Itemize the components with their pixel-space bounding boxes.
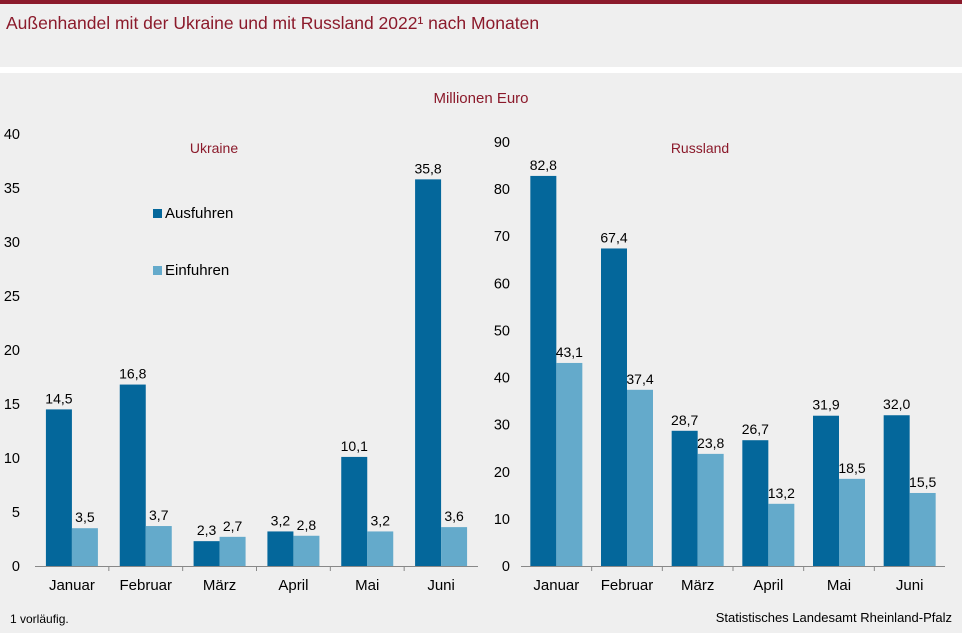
ukraine-category-label: Februar bbox=[119, 577, 172, 594]
russland-ytick-label: 20 bbox=[494, 465, 510, 481]
russland-data-label: 67,4 bbox=[600, 229, 627, 245]
russland-data-label: 26,7 bbox=[742, 421, 769, 437]
russland-category-label: Januar bbox=[533, 577, 579, 594]
russland-ytick-label: 10 bbox=[494, 512, 510, 528]
ukraine-category-label: Juni bbox=[427, 577, 455, 594]
ukraine-data-label: 3,6 bbox=[444, 508, 464, 524]
footnote: 1 vorläufig. bbox=[10, 612, 69, 626]
russland-category-label: April bbox=[753, 577, 783, 594]
russland-data-label: 32,0 bbox=[883, 396, 910, 412]
russland-ytick-label: 0 bbox=[502, 559, 510, 575]
russland-bar-einfuhren bbox=[697, 453, 724, 566]
ukraine-ytick-label: 30 bbox=[4, 235, 20, 251]
top-accent-bar bbox=[0, 0, 962, 4]
ukraine-ytick-label: 10 bbox=[4, 451, 20, 467]
ukraine-bar-ausfuhren bbox=[119, 384, 146, 566]
russland-data-label: 15,5 bbox=[909, 474, 936, 490]
russland-bar-einfuhren bbox=[909, 492, 936, 566]
ukraine-data-label: 10,1 bbox=[341, 438, 368, 454]
russland-data-label: 43,1 bbox=[556, 344, 583, 360]
ukraine-ytick-label: 5 bbox=[12, 505, 20, 521]
russland-category-label: Juni bbox=[896, 577, 924, 594]
ukraine-bar-einfuhren bbox=[145, 526, 172, 566]
ukraine-data-label: 2,8 bbox=[297, 517, 317, 533]
ukraine-category-label: April bbox=[278, 577, 308, 594]
ukraine-data-label: 3,5 bbox=[75, 509, 95, 525]
russland-ytick-label: 60 bbox=[494, 276, 510, 292]
ukraine-bar-ausfuhren bbox=[193, 541, 220, 566]
ukraine-bar-einfuhren bbox=[293, 535, 320, 566]
ukraine-bar-ausfuhren bbox=[45, 409, 72, 566]
legend-swatch bbox=[153, 209, 162, 218]
ukraine-data-label: 16,8 bbox=[119, 366, 146, 382]
russland-data-label: 13,2 bbox=[768, 485, 795, 501]
russland-category-label: Februar bbox=[601, 577, 654, 594]
russland-ytick-label: 80 bbox=[494, 182, 510, 198]
ukraine-ytick-label: 40 bbox=[4, 127, 20, 143]
ukraine-chart-title: Ukraine bbox=[190, 140, 238, 156]
ukraine-data-label: 3,2 bbox=[371, 512, 391, 528]
russland-data-label: 31,9 bbox=[812, 397, 839, 413]
russland-bar-einfuhren bbox=[556, 362, 583, 566]
unit-label: Millionen Euro bbox=[433, 90, 529, 107]
ukraine-category-label: Januar bbox=[49, 577, 95, 594]
ukraine-bar-einfuhren bbox=[367, 531, 394, 566]
ukraine-bar-einfuhren bbox=[219, 536, 246, 566]
ukraine-bar-einfuhren bbox=[71, 528, 98, 566]
russland-ytick-label: 50 bbox=[494, 323, 510, 339]
russland-bar-ausfuhren bbox=[813, 415, 839, 566]
russland-ytick-label: 40 bbox=[494, 371, 510, 387]
ukraine-ytick-label: 25 bbox=[4, 289, 20, 305]
ukraine-data-label: 3,7 bbox=[149, 507, 169, 523]
ukraine-bar-ausfuhren bbox=[341, 456, 368, 566]
ukraine-bar-ausfuhren bbox=[415, 179, 442, 567]
page-title: Außenhandel mit der Ukraine und mit Russ… bbox=[6, 13, 540, 33]
russland-data-label: 37,4 bbox=[626, 371, 653, 387]
legend-label: Einfuhren bbox=[165, 262, 229, 279]
russland-data-label: 18,5 bbox=[838, 460, 865, 476]
ukraine-bar-ausfuhren bbox=[267, 531, 294, 566]
source-note: Statistisches Landesamt Rheinland-Pfalz bbox=[715, 610, 952, 625]
russland-bar-ausfuhren bbox=[530, 175, 557, 567]
russland-category-label: März bbox=[681, 577, 714, 594]
russland-data-label: 23,8 bbox=[697, 435, 724, 451]
legend-label: Ausfuhren bbox=[165, 205, 233, 222]
russland-chart-title: Russland bbox=[671, 140, 729, 156]
ukraine-ytick-label: 15 bbox=[4, 397, 20, 413]
ukraine-data-label: 35,8 bbox=[414, 160, 441, 176]
russland-bar-einfuhren bbox=[768, 503, 795, 566]
title-divider bbox=[0, 67, 962, 73]
ukraine-category-label: Mai bbox=[355, 577, 379, 594]
ukraine-ytick-label: 35 bbox=[4, 181, 20, 197]
ukraine-data-label: 2,7 bbox=[223, 518, 243, 534]
ukraine-bar-einfuhren bbox=[441, 527, 468, 566]
ukraine-ytick-label: 20 bbox=[4, 343, 20, 359]
russland-bar-ausfuhren bbox=[671, 430, 698, 566]
russland-category-label: Mai bbox=[827, 577, 851, 594]
russland-ytick-label: 90 bbox=[494, 135, 510, 151]
ukraine-ytick-label: 0 bbox=[12, 559, 20, 575]
russland-bar-ausfuhren bbox=[601, 248, 627, 566]
russland-bar-ausfuhren bbox=[742, 440, 769, 566]
russland-data-label: 82,8 bbox=[530, 157, 557, 173]
ukraine-data-label: 3,2 bbox=[271, 512, 291, 528]
ukraine-category-label: März bbox=[203, 577, 236, 594]
ukraine-data-label: 2,3 bbox=[197, 522, 217, 538]
russland-ytick-label: 30 bbox=[494, 418, 510, 434]
russland-data-label: 28,7 bbox=[671, 412, 698, 428]
russland-bar-einfuhren bbox=[839, 478, 865, 566]
legend-swatch bbox=[153, 266, 162, 275]
russland-bar-einfuhren bbox=[627, 389, 653, 566]
russland-bar-ausfuhren bbox=[883, 415, 910, 566]
russland-ytick-label: 70 bbox=[494, 229, 510, 245]
ukraine-data-label: 14,5 bbox=[45, 390, 72, 406]
